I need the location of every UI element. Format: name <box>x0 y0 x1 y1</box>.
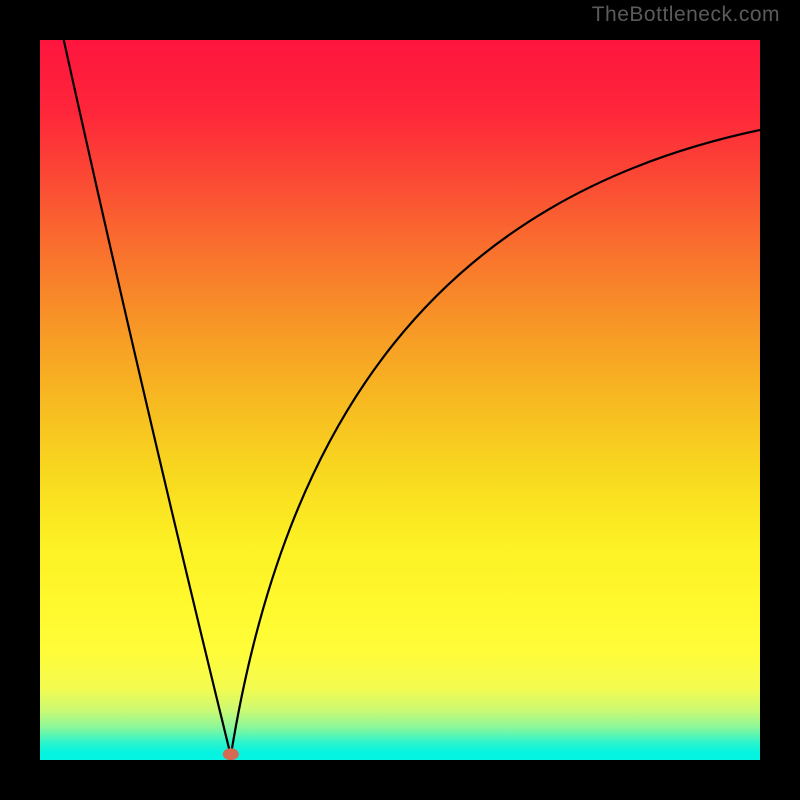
watermark-text: TheBottleneck.com <box>592 3 780 27</box>
chart-container: TheBottleneck.com <box>0 0 800 800</box>
gradient-plot-area <box>40 40 760 760</box>
